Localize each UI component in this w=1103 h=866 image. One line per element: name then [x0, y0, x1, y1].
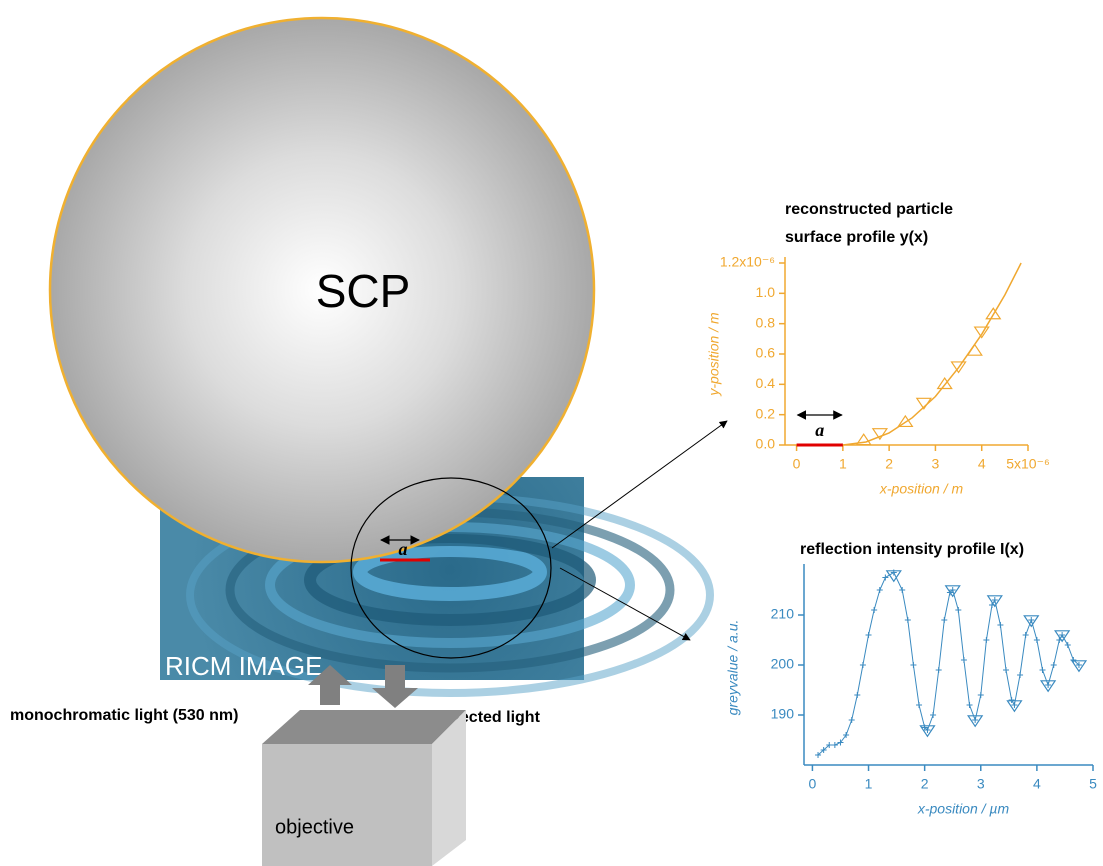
x-tick-label: 3	[977, 776, 985, 792]
y-tick-label: 0.2	[756, 405, 776, 421]
x-axis-label: x-position / µm	[917, 801, 1010, 817]
marker	[975, 327, 989, 338]
y-tick-label: 0.6	[756, 345, 776, 361]
marker	[860, 662, 866, 668]
objective-label: objective	[275, 816, 354, 838]
marker	[968, 345, 982, 356]
x-tick-label: 1	[839, 456, 847, 472]
marker	[983, 637, 989, 643]
x-tick-label: 1	[865, 776, 873, 792]
y-tick-label: 1.0	[756, 284, 776, 300]
marker	[871, 607, 877, 613]
marker	[882, 575, 888, 581]
marker	[997, 622, 1003, 628]
x-tick-label: 4	[978, 456, 986, 472]
x-tick-label: 4	[1033, 776, 1041, 792]
y-tick-label: 190	[771, 706, 795, 722]
marker	[1065, 642, 1071, 648]
marker	[955, 607, 961, 613]
marker	[1039, 667, 1045, 673]
objective: objective	[262, 710, 466, 866]
marker	[936, 667, 942, 673]
figure: RICM IMAGE SCP a monochromatic light (53…	[0, 0, 1103, 866]
x-tick-label: 2	[885, 456, 893, 472]
marker	[877, 587, 883, 593]
x-tick-label: 3	[932, 456, 940, 472]
marker	[899, 587, 905, 593]
marker	[1023, 632, 1029, 638]
y-axis-label: y-position / m	[706, 312, 722, 397]
x-tick-label: 0	[809, 776, 817, 792]
image-label: RICM IMAGE	[165, 651, 322, 681]
x-tick-label: 5x10⁻⁶	[1006, 456, 1050, 472]
x-tick-label: 2	[921, 776, 929, 792]
chart-title: reflection intensity profile I(x)	[800, 541, 1024, 558]
marker	[1017, 672, 1023, 678]
x-tick-label: 0	[793, 456, 801, 472]
marker	[910, 662, 916, 668]
charts: 0.0 0.2 0.4 0.6 0.8 1.0 1.2x10⁻⁶ 0 1 2 3 4 5x10⁻⁶ x-p…	[706, 201, 1097, 816]
marker	[905, 617, 911, 623]
annotation: a	[815, 420, 824, 440]
chart-title: reconstructed particle	[785, 201, 953, 218]
y-tick-label: 0.8	[756, 314, 776, 330]
x-axis-label: x-position / m	[879, 481, 964, 497]
chart-subtitle: surface profile y(x)	[785, 229, 928, 246]
marker	[854, 692, 860, 698]
marker	[916, 702, 922, 708]
y-tick-label: 210	[771, 606, 795, 622]
marker	[1009, 697, 1015, 703]
x-tick-label: 5	[1089, 776, 1097, 792]
profile-line	[818, 573, 1079, 756]
marker	[832, 742, 838, 748]
marker	[1034, 637, 1040, 643]
fit-curve	[843, 263, 1021, 445]
marker	[961, 657, 967, 663]
marker	[967, 702, 973, 708]
marker	[849, 717, 855, 723]
light-in-label: monochromatic light (530 nm)	[10, 707, 238, 724]
marker	[866, 632, 872, 638]
marker	[930, 712, 936, 718]
marker	[978, 692, 984, 698]
y-tick-label: 200	[771, 656, 795, 672]
y-tick-label: 0.0	[756, 436, 776, 452]
marker	[1051, 662, 1057, 668]
marker	[1003, 667, 1009, 673]
y-tick-label: 1.2x10⁻⁶	[720, 254, 775, 270]
sphere-label: SCP	[316, 265, 411, 317]
y-tick-label: 0.4	[756, 375, 776, 391]
marker	[941, 617, 947, 623]
y-axis-label: greyvalue / a.u.	[725, 620, 741, 716]
contact-label: a	[399, 539, 408, 559]
